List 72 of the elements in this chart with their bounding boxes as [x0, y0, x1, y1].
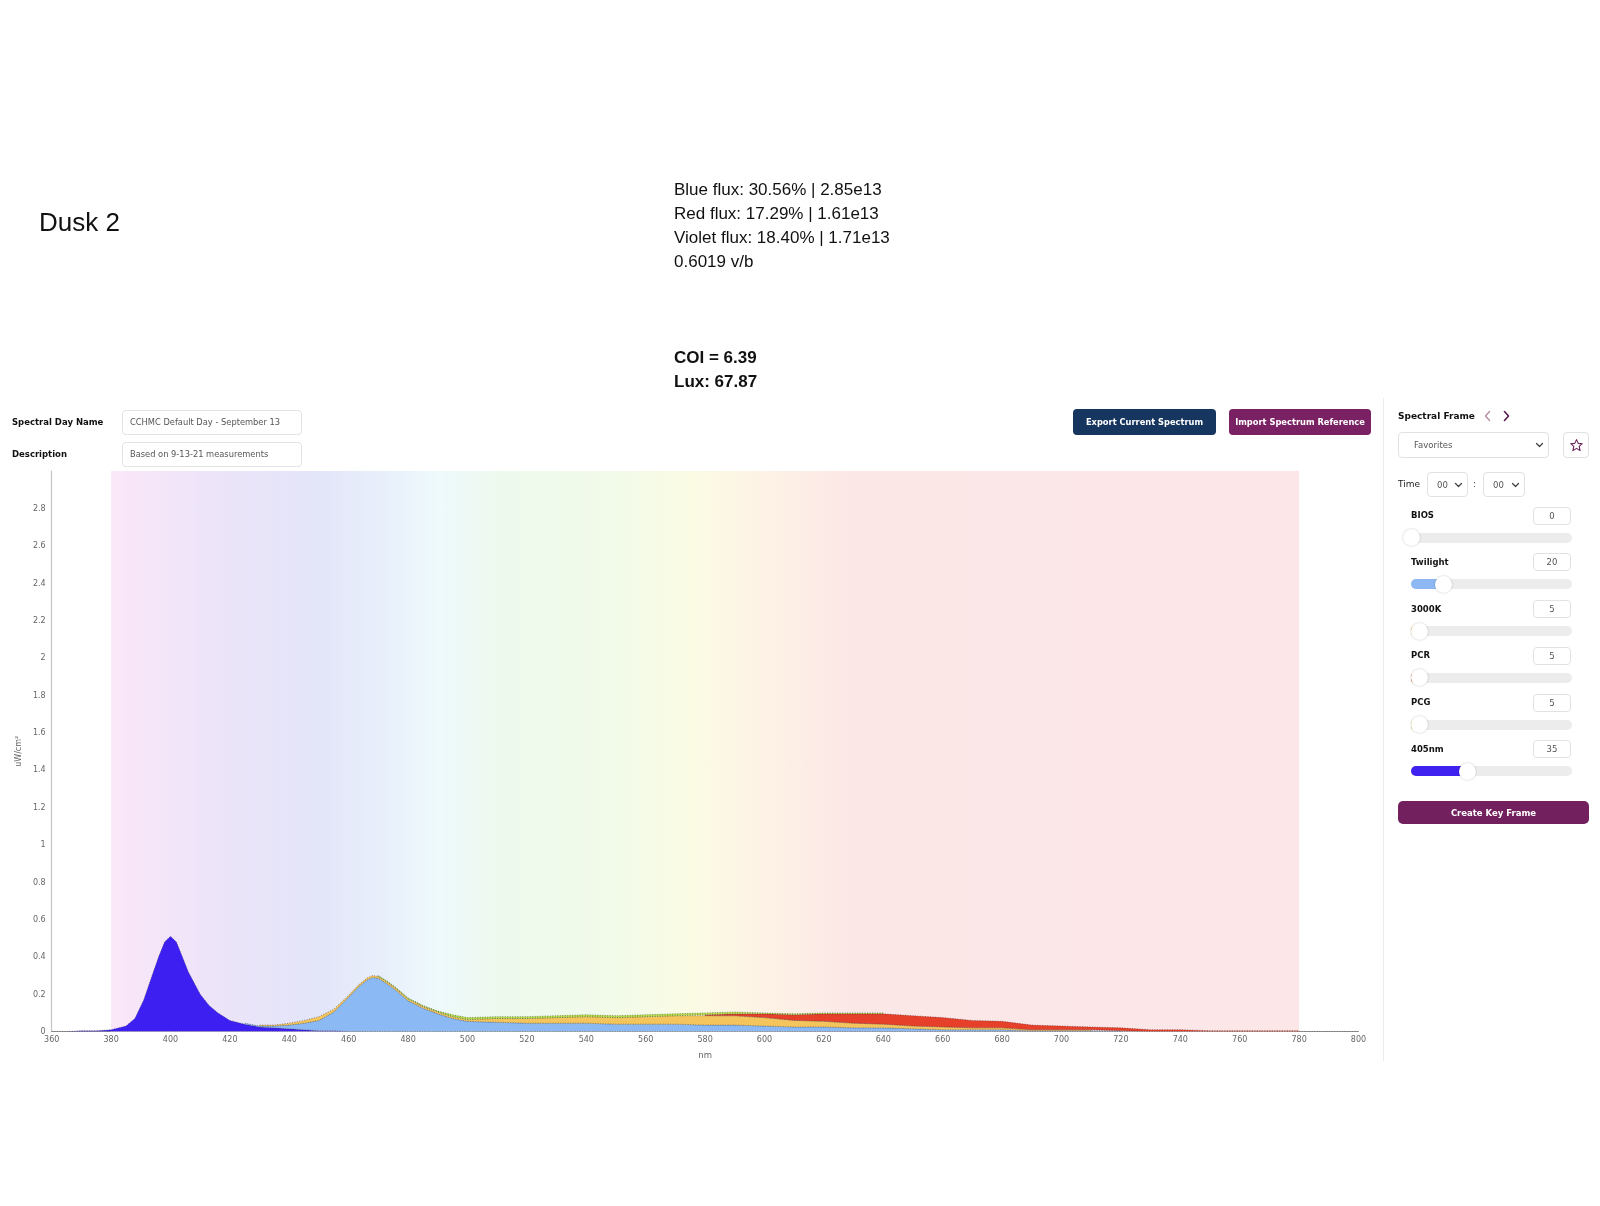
text: COI = 6.39	[674, 346, 757, 368]
x-tick-label: 600	[756, 1035, 773, 1045]
y-tick-label: 0	[40, 1027, 46, 1037]
x-tick-label: 780	[1291, 1035, 1307, 1045]
button: Create Key Frame	[1398, 801, 1589, 824]
y-axis-title: uW/cm²	[13, 735, 23, 767]
x-tick-label: 720	[1113, 1035, 1129, 1045]
text-field: Based on 9-13-21 measurements	[122, 441, 302, 467]
text: Dusk 2	[39, 205, 120, 239]
y-tick-label: 2.6	[32, 541, 46, 551]
text: PCG	[1411, 697, 1431, 708]
text: Blue flux: 30.56% | 2.85e13	[674, 178, 882, 200]
number-field: 0	[1533, 506, 1571, 525]
y-tick-label: 2.4	[32, 578, 46, 588]
x-tick-label: 480	[400, 1035, 416, 1045]
y-tick-label: 2	[40, 653, 46, 663]
button: Export Current Spectrum	[1073, 409, 1216, 435]
x-tick-label: 420	[222, 1035, 238, 1045]
x-tick-label: 360	[44, 1035, 60, 1045]
text: BIOS	[1411, 510, 1434, 522]
x-tick-label: 740	[1172, 1035, 1188, 1045]
y-tick-label: 1.4	[32, 765, 46, 775]
text: Violet flux: 18.40% | 1.71e13	[674, 226, 890, 248]
x-tick-label: 580	[697, 1035, 713, 1045]
text: Spectral Frame	[1398, 410, 1475, 422]
y-tick-label: 0.4	[32, 952, 46, 962]
x-tick-label: 500	[459, 1035, 476, 1045]
x-tick-label: 400	[162, 1035, 179, 1045]
number-field: 5	[1533, 693, 1571, 712]
x-tick-label: 440	[281, 1035, 297, 1045]
text: PCR	[1411, 650, 1431, 662]
x-axis-title: nm	[698, 1050, 712, 1061]
text: 405nm	[1411, 743, 1444, 755]
number-field: 35	[1533, 740, 1571, 759]
button: Import Spectrum Reference	[1229, 409, 1371, 435]
y-tick-label: 0.2	[32, 989, 46, 999]
y-tick-label: 1	[40, 840, 46, 850]
y-tick-label: 0.8	[32, 877, 46, 887]
text: 0.6019 v/b	[674, 250, 754, 272]
text-field: CCHMC Default Day - September 13	[122, 409, 302, 435]
x-tick-label: 680	[994, 1035, 1010, 1045]
x-tick-label: 620	[816, 1035, 832, 1045]
y-tick-label: 2.8	[32, 503, 46, 513]
dropdown: 00	[1427, 472, 1468, 497]
x-tick-label: 540	[578, 1035, 594, 1045]
y-tick-label: 0.6	[32, 914, 46, 924]
y-tick-label: 2.2	[32, 615, 46, 625]
x-tick-label: 380	[103, 1035, 119, 1045]
x-tick-label: 520	[519, 1035, 535, 1045]
x-tick-label: 700	[1053, 1035, 1070, 1045]
text: Description	[12, 448, 67, 460]
x-tick-label: 660	[935, 1035, 951, 1045]
dropdown: 00	[1483, 472, 1525, 497]
y-tick-label: 1.8	[32, 690, 46, 700]
x-tick-label: 640	[875, 1035, 891, 1045]
dropdown: Favorites	[1398, 432, 1549, 458]
x-tick-label: 800	[1350, 1035, 1367, 1045]
text: Time	[1398, 478, 1421, 490]
y-tick-label: 1.6	[32, 728, 46, 738]
text: :	[1473, 478, 1477, 490]
text: Twilight	[1411, 556, 1449, 568]
text: Lux: 67.87	[674, 370, 758, 392]
x-tick-label: 460	[341, 1035, 357, 1045]
number-field: 5	[1533, 646, 1571, 665]
x-tick-label: 560	[638, 1035, 654, 1045]
number-field: 20	[1533, 553, 1571, 572]
text: 3000K	[1411, 603, 1442, 615]
y-tick-label: 1.2	[32, 802, 46, 812]
text: Spectral Day Name	[12, 416, 104, 428]
x-tick-label: 760	[1232, 1035, 1248, 1045]
number-field: 5	[1533, 600, 1571, 619]
text: Red flux: 17.29% | 1.61e13	[674, 202, 879, 224]
